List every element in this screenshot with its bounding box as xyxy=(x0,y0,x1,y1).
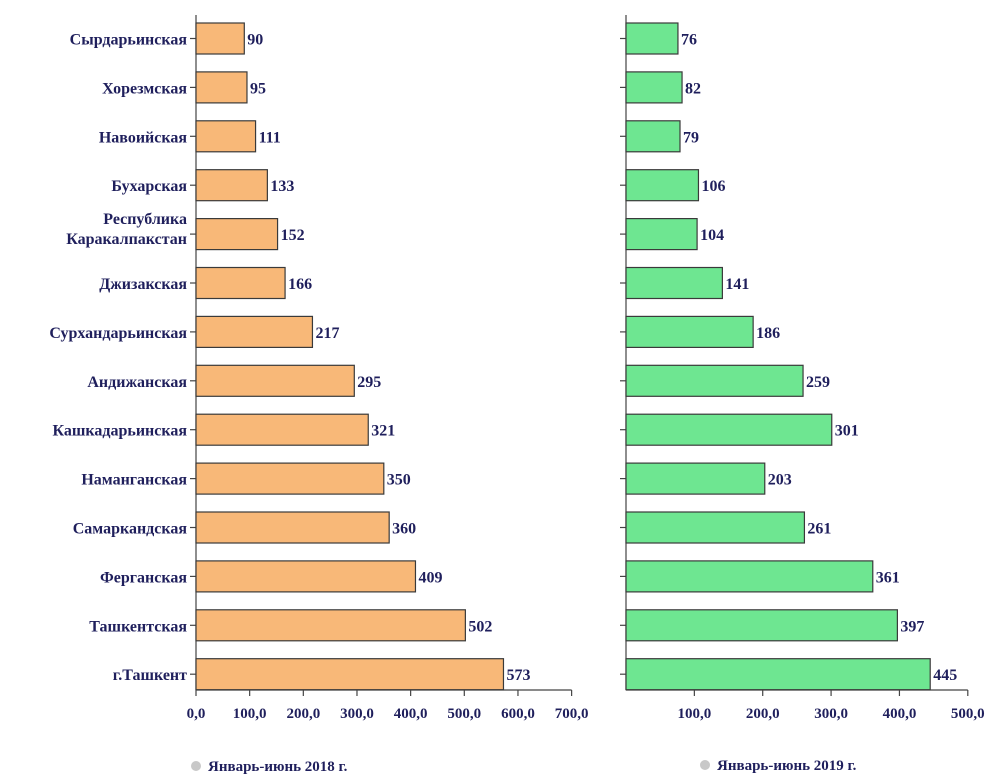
left-value-label: 152 xyxy=(281,227,305,244)
right-value-label: 82 xyxy=(685,80,701,97)
category-label: Навоийская xyxy=(99,129,187,146)
right-bar xyxy=(625,413,833,446)
left-bar xyxy=(195,71,248,104)
right-bar xyxy=(625,22,679,55)
right-bar xyxy=(625,120,681,153)
left-x-tick-label: 400,0 xyxy=(394,706,428,722)
left-value-label: 166 xyxy=(288,276,312,293)
left-bar xyxy=(195,511,390,544)
right-bar xyxy=(625,218,698,251)
right-value-label: 445 xyxy=(933,667,957,684)
left-value-label: 133 xyxy=(270,178,294,195)
right-value-label: 106 xyxy=(701,178,725,195)
right-x-tick-label: 300,0 xyxy=(814,706,848,722)
right-bar xyxy=(625,511,806,544)
category-label: Ферганская xyxy=(100,569,187,586)
category-label: Самаркандская xyxy=(73,521,188,538)
left-bar xyxy=(195,218,279,251)
category-label: Наманганская xyxy=(81,472,187,489)
left-bar xyxy=(195,120,257,153)
category-label: Сырдарьинская xyxy=(70,32,188,49)
category-label: Ташкентская xyxy=(89,618,187,635)
category-label: Республика xyxy=(103,211,187,228)
right-x-tick-label: 100,0 xyxy=(677,706,711,722)
category-label: Андижанская xyxy=(87,374,187,391)
left-x-tick-label: 300,0 xyxy=(340,706,374,722)
left-x-tick-label: 100,0 xyxy=(233,706,267,722)
left-bar xyxy=(195,609,466,642)
right-bar xyxy=(625,609,898,642)
left-bar xyxy=(195,413,369,446)
right-value-label: 79 xyxy=(683,129,699,146)
left-value-label: 502 xyxy=(468,618,492,635)
right-x-tick-label: 200,0 xyxy=(746,706,780,722)
left-legend-marker xyxy=(191,761,201,771)
category-label: Каракалпакстан xyxy=(66,231,187,248)
left-value-label: 360 xyxy=(392,521,416,538)
right-value-label: 397 xyxy=(900,618,924,635)
left-value-label: 111 xyxy=(259,129,281,146)
right-bar xyxy=(625,71,683,104)
right-bar xyxy=(625,169,700,202)
right-bar xyxy=(625,658,931,691)
left-value-label: 350 xyxy=(387,472,411,489)
left-x-tick-label: 500,0 xyxy=(447,706,481,722)
right-legend-marker xyxy=(700,760,710,770)
category-label: Сурхандарьинская xyxy=(49,325,187,342)
right-value-label: 186 xyxy=(756,325,780,342)
left-value-label: 409 xyxy=(418,569,442,586)
category-label: Джизакская xyxy=(99,276,187,293)
right-value-label: 301 xyxy=(835,423,859,440)
category-label: Хорезмская xyxy=(102,80,187,97)
left-x-tick-label: 200,0 xyxy=(286,706,320,722)
left-x-tick-label: 600,0 xyxy=(501,706,535,722)
left-bar xyxy=(195,266,286,300)
left-value-label: 95 xyxy=(250,80,266,97)
right-value-label: 261 xyxy=(807,521,831,538)
category-label: Бухарская xyxy=(111,178,187,195)
left-x-tick-label: 700,0 xyxy=(555,706,589,722)
category-label: г.Ташкент xyxy=(113,667,187,684)
right-value-label: 141 xyxy=(725,276,749,293)
left-bar xyxy=(195,364,355,397)
right-value-label: 203 xyxy=(768,472,792,489)
left-value-label: 90 xyxy=(247,32,263,49)
right-value-label: 361 xyxy=(876,569,900,586)
right-bar xyxy=(625,560,874,593)
right-value-label: 259 xyxy=(806,374,830,391)
right-bar xyxy=(625,462,766,495)
left-bar xyxy=(195,169,268,202)
left-bar xyxy=(195,462,385,495)
category-label: Кашкадарьинская xyxy=(53,423,188,440)
left-bar xyxy=(195,560,417,593)
left-bar xyxy=(195,22,245,55)
right-legend-label: Январь-июнь 2019 г. xyxy=(717,758,857,774)
left-value-label: 321 xyxy=(371,423,395,440)
right-value-label: 76 xyxy=(681,32,697,49)
right-x-tick-label: 500,0 xyxy=(951,706,985,722)
left-x-tick-label: 0,0 xyxy=(187,706,206,722)
left-bar xyxy=(195,315,314,348)
left-value-label: 295 xyxy=(357,374,381,391)
left-value-label: 573 xyxy=(506,667,530,684)
right-x-tick-label: 400,0 xyxy=(883,706,917,722)
right-bar xyxy=(625,315,754,348)
left-legend-label: Январь-июнь 2018 г. xyxy=(208,759,348,775)
left-bar xyxy=(195,658,505,691)
left-value-label: 217 xyxy=(315,325,339,342)
right-bar xyxy=(625,266,723,300)
right-value-label: 104 xyxy=(700,227,724,244)
right-bar xyxy=(625,364,804,397)
